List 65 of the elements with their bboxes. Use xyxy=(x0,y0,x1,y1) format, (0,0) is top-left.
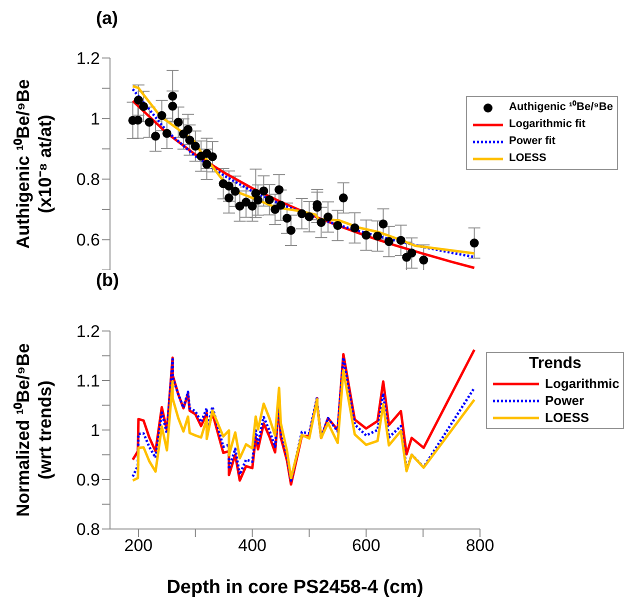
point xyxy=(264,195,274,204)
point xyxy=(419,256,428,265)
point xyxy=(224,182,234,191)
point xyxy=(168,92,178,101)
chart-title: (a) xyxy=(96,8,118,29)
x-axis-title: Depth in core PS2458-4 (cm) xyxy=(166,577,424,598)
point xyxy=(297,209,306,218)
point xyxy=(276,200,286,210)
point xyxy=(157,111,166,120)
y-axis-title: Authigenic ¹⁰Be/⁹Be (x10⁻⁸ at/at) xyxy=(12,79,55,249)
legend-label: LOESS xyxy=(509,151,546,166)
point xyxy=(384,237,394,246)
point xyxy=(407,248,416,258)
chart-title: (b) xyxy=(96,270,119,291)
point xyxy=(162,128,172,138)
point xyxy=(378,219,388,228)
y-tick-label: 1 xyxy=(90,421,100,440)
point xyxy=(144,118,154,127)
legend-label: Logarithmic fit xyxy=(509,117,586,132)
point xyxy=(208,152,217,162)
point xyxy=(362,230,371,240)
point xyxy=(248,202,257,211)
point xyxy=(333,220,342,230)
legend-label: Power fit xyxy=(509,134,556,149)
x-tick-label: 800 xyxy=(466,536,494,556)
legend-label: Authigenic ¹⁰Be/⁹Be xyxy=(509,99,613,115)
point xyxy=(274,185,284,194)
point xyxy=(324,212,333,222)
y-tick-label: 1 xyxy=(90,110,100,129)
point xyxy=(350,223,360,232)
point xyxy=(168,102,178,111)
legend-label: Power xyxy=(545,392,584,409)
y-axis-title: Normalized ¹⁰Be/⁹Be (wrt trends) xyxy=(12,343,55,517)
point xyxy=(316,218,326,227)
point xyxy=(185,136,194,145)
point xyxy=(230,186,240,196)
point xyxy=(259,186,268,196)
y-tick-label: 0.8 xyxy=(76,170,100,190)
point xyxy=(242,198,251,207)
x-tick-label: 200 xyxy=(124,536,153,556)
point xyxy=(174,118,183,127)
point xyxy=(134,96,143,105)
legend-title: Trends xyxy=(528,355,582,373)
legend-label: Logarithmic xyxy=(545,375,620,392)
point xyxy=(286,226,296,235)
point xyxy=(304,212,314,222)
point xyxy=(396,236,406,245)
point xyxy=(183,124,192,134)
y-tick-label: 0.9 xyxy=(76,470,100,490)
y-tick-label: 0.8 xyxy=(76,520,100,540)
y-tick-label: 0.6 xyxy=(76,230,100,250)
point xyxy=(282,214,292,223)
legend-label: LOESS xyxy=(545,409,590,426)
point xyxy=(254,196,262,205)
point xyxy=(151,132,160,141)
point xyxy=(470,238,479,248)
point xyxy=(139,102,148,111)
x-tick-label: 600 xyxy=(352,536,380,556)
y-tick-label: 1.1 xyxy=(76,372,100,391)
y-tick-label: 1.2 xyxy=(76,322,100,342)
point xyxy=(373,232,382,241)
y-tick-label: 1.2 xyxy=(76,49,100,68)
point xyxy=(190,142,200,151)
x-tick-label: 400 xyxy=(238,536,266,556)
point xyxy=(338,193,348,202)
